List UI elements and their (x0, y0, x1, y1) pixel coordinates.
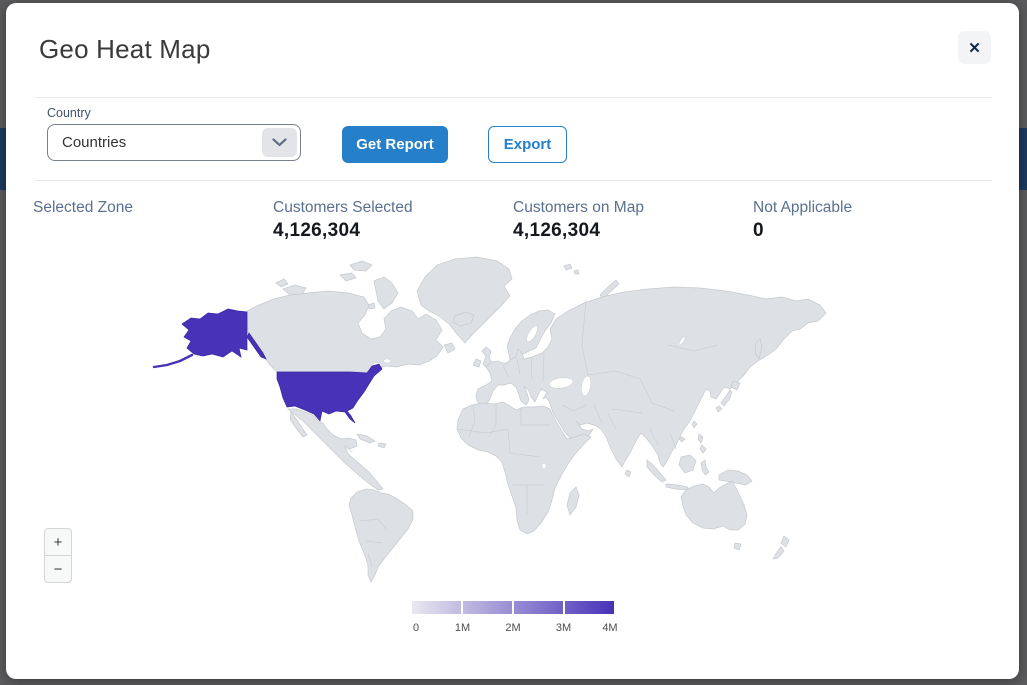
controls-divider (34, 180, 992, 181)
get-report-button[interactable]: Get Report (342, 126, 448, 163)
heat-legend-ticks: 0 1M 2M 3M 4M (412, 622, 618, 636)
geo-heat-map-modal: Geo Heat Map ✕ Country Countries Get Rep… (6, 3, 1019, 679)
legend-tick: 2M (505, 622, 521, 634)
page-title: Geo Heat Map (39, 34, 211, 64)
map-region-united-states[interactable] (152, 308, 383, 424)
map-land (246, 256, 827, 583)
world-map[interactable] (40, 253, 990, 593)
map-zoom-controls: + − (44, 528, 72, 583)
legend-tick: 4M (602, 622, 618, 634)
close-icon: ✕ (968, 39, 981, 57)
chevron-down-icon (262, 128, 297, 157)
stat-customers-selected: Customers Selected 4,126,304 (273, 199, 413, 241)
country-select-value: Countries (62, 134, 127, 151)
heat-legend-gradient (412, 601, 614, 614)
country-select[interactable]: Countries (47, 124, 301, 161)
country-borders (344, 298, 719, 568)
legend-tick: 3M (555, 622, 572, 634)
close-button[interactable]: ✕ (958, 31, 991, 64)
inland-seas (371, 325, 686, 469)
country-field-label: Country (47, 106, 91, 120)
stat-customers-on-map: Customers on Map 4,126,304 (513, 199, 644, 241)
stat-not-applicable: Not Applicable 0 (753, 199, 853, 241)
zoom-out-button[interactable]: − (44, 555, 72, 583)
heat-legend: 0 1M 2M 3M 4M (412, 601, 618, 636)
legend-tick: 0 (412, 622, 420, 634)
export-button[interactable]: Export (488, 126, 567, 163)
header-divider (34, 97, 992, 98)
stat-selected-zone: Selected Zone (33, 199, 133, 216)
legend-tick: 1M (454, 622, 471, 634)
zoom-in-button[interactable]: + (44, 528, 72, 556)
